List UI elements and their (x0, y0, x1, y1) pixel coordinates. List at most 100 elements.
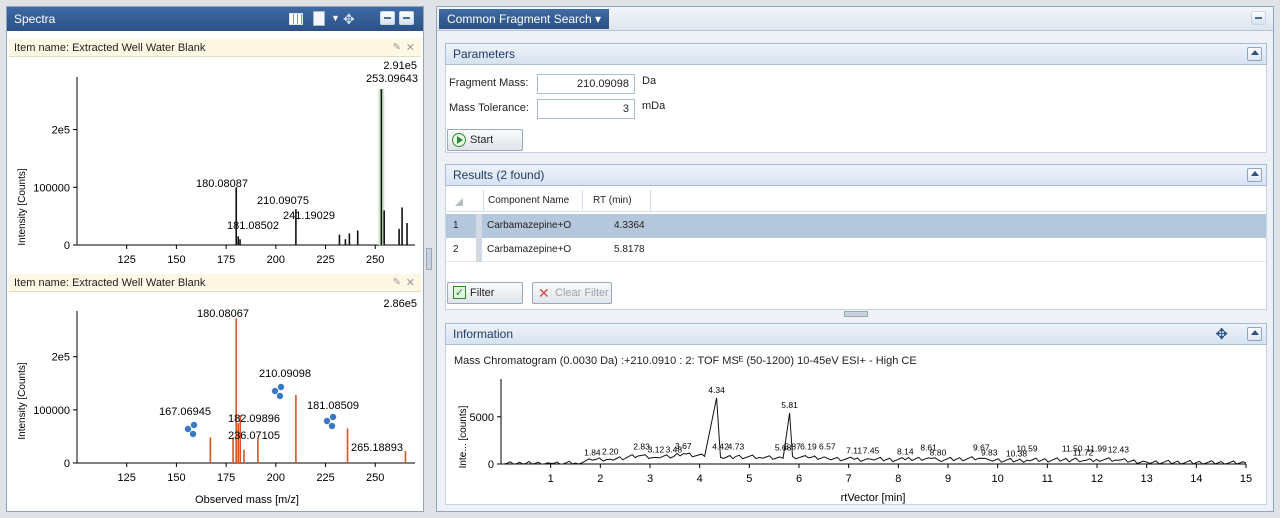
x-tick-label: 1 (548, 473, 554, 485)
bottom-spectrum-header: Item name: Extracted Well Water Blank ✎ … (9, 274, 421, 292)
information-header[interactable]: Information ✥ (445, 323, 1267, 345)
x-tick-label: 15 (1240, 473, 1252, 485)
fragment-search-panel: Common Fragment Search ▾ Parameters Frag… (436, 6, 1274, 512)
peak-label: 265.18893 (351, 442, 403, 454)
fragment-search-titlebar: Common Fragment Search ▾ (437, 7, 1273, 31)
x-tick-label: 3 (647, 473, 653, 485)
spectra-titlebar: Spectra ▼ ✥ (7, 7, 423, 31)
y-tick-label: 100000 (33, 182, 70, 194)
peak-label: 253.09643 (366, 73, 418, 85)
parameters-header[interactable]: Parameters (445, 43, 1267, 65)
checkbox-icon: ✓ (453, 286, 466, 299)
results-header[interactable]: Results (2 found) (445, 164, 1267, 186)
x-tick-label: 9 (945, 473, 951, 485)
chrom-peak-label: 7.11 (846, 446, 862, 456)
chrom-peak-label: 4.73 (728, 442, 745, 452)
x-tick-label: 250 (366, 254, 384, 266)
molecule-icon (271, 387, 279, 395)
x-tick-label: 12 (1091, 473, 1103, 485)
x-tick-label: 200 (267, 254, 285, 266)
results-grid-header: Component Name RT (min) (447, 190, 1265, 212)
x-tick-label: 150 (167, 472, 185, 484)
fragment-search-menu[interactable]: Common Fragment Search ▾ (439, 9, 610, 29)
chromatogram-trace (501, 397, 1247, 465)
molecule-icon (276, 392, 284, 400)
collapse-information-button[interactable] (1247, 327, 1262, 341)
collapse-results-button[interactable] (1247, 168, 1262, 182)
y-tick-label: 0 (64, 240, 70, 252)
document-icon[interactable] (313, 11, 325, 26)
row-index: 2 (453, 244, 459, 255)
component-name-cell: Carbamazepine+O (487, 220, 572, 231)
clear-filter-label: Clear Filter (555, 287, 609, 299)
x-tick-label: 225 (316, 472, 334, 484)
collapse-parameters-button[interactable] (1247, 47, 1262, 61)
chrom-peak-label: 3.67 (675, 441, 692, 451)
bottom-max-intensity: 2.86e5 (383, 298, 417, 310)
vertical-splitter[interactable] (426, 248, 432, 270)
table-icon[interactable] (289, 13, 303, 25)
x-tick-label: 6 (796, 473, 802, 485)
horizontal-splitter[interactable] (844, 311, 868, 317)
chrom-peak-label: 2.83 (633, 442, 650, 452)
column-header-component[interactable]: Component Name (483, 190, 583, 212)
top-max-intensity: 2.91e5 (383, 60, 417, 72)
x-tick-label: 225 (316, 254, 334, 266)
fragment-mass-label: Fragment Mass: (449, 77, 529, 89)
clear-x-icon: ✕ (538, 285, 550, 301)
x-tick-label: 175 (217, 472, 235, 484)
chrom-peak-label: 4.34 (708, 385, 725, 395)
chrom-peak-label: 8.61 (920, 443, 937, 453)
y-tick-label: 0 (64, 458, 70, 470)
molecule-icon (328, 422, 336, 430)
peak-label: 167.06945 (159, 406, 211, 418)
filter-button[interactable]: ✓ Filter (447, 282, 523, 304)
x-tick-label: 4 (697, 473, 703, 485)
bottom-spectrum-chart: 2.86e5 Intensity [Counts] Observed mass … (17, 298, 417, 506)
close-icon[interactable]: ✕ (405, 277, 415, 289)
maximize-button[interactable] (1251, 11, 1266, 25)
peak-label: 180.08087 (196, 178, 248, 190)
y-tick-label: 2e5 (52, 125, 70, 137)
chromatogram-title: Mass Chromatogram (0.0030 Da) :+210.0910… (454, 355, 917, 367)
top-ylabel: Intensity [Counts] (17, 168, 28, 245)
filter-label: Filter (470, 287, 495, 299)
x-tick-label: 200 (267, 472, 285, 484)
x-tick-label: 14 (1190, 473, 1202, 485)
maximize-button[interactable] (399, 11, 414, 25)
table-row[interactable]: 1 Carbamazepine+O 4.3364 (446, 214, 1266, 238)
mass-tolerance-unit: mDa (642, 100, 666, 112)
peak-label: 241.19029 (283, 210, 335, 222)
move-arrows-icon[interactable]: ✥ (343, 11, 355, 27)
fragment-mass-input[interactable]: 210.09098 (537, 74, 635, 94)
chevron-down-icon[interactable]: ▼ (331, 13, 340, 23)
chrom-peak-label: 6.19 (800, 442, 817, 452)
chrom-peak-label: 11.50 (1062, 444, 1083, 454)
clear-filter-button[interactable]: ✕ Clear Filter (532, 282, 612, 304)
y-tick-label: 5000 (470, 412, 494, 424)
y-tick-label: 2e5 (52, 352, 70, 364)
close-icon[interactable]: ✕ (405, 42, 415, 54)
spectra-panel: Spectra ▼ ✥ Item name: Extracted Well Wa… (6, 6, 424, 512)
table-row[interactable]: 2 Carbamazepine+O 5.8178 (446, 238, 1266, 262)
parameters-title: Parameters (453, 47, 516, 61)
chrom-peak-label: 12.43 (1108, 445, 1130, 455)
rt-cell: 5.8178 (614, 244, 645, 255)
column-header-rt[interactable]: RT (min) (589, 190, 651, 212)
parameters-body: Fragment Mass: 210.09098 Da Mass Toleran… (445, 65, 1267, 153)
move-arrows-icon[interactable]: ✥ (1215, 326, 1228, 343)
chrom-peak-label: 2.20 (602, 446, 619, 456)
select-all-corner-icon[interactable] (455, 198, 463, 206)
mass-tolerance-input[interactable]: 3 (537, 99, 635, 119)
pin-icon[interactable]: ✎ (392, 277, 401, 288)
minimize-button[interactable] (380, 11, 395, 25)
start-button[interactable]: Start (447, 129, 523, 151)
chrom-peak-label: 5.68 (775, 443, 792, 453)
chrom-ylabel: Inte... [counts] (458, 405, 469, 468)
chrom-peak-label: 3.48 (666, 445, 683, 455)
information-title: Information (453, 327, 514, 341)
pin-icon[interactable]: ✎ (392, 42, 401, 53)
fragment-mass-unit: Da (642, 75, 657, 87)
